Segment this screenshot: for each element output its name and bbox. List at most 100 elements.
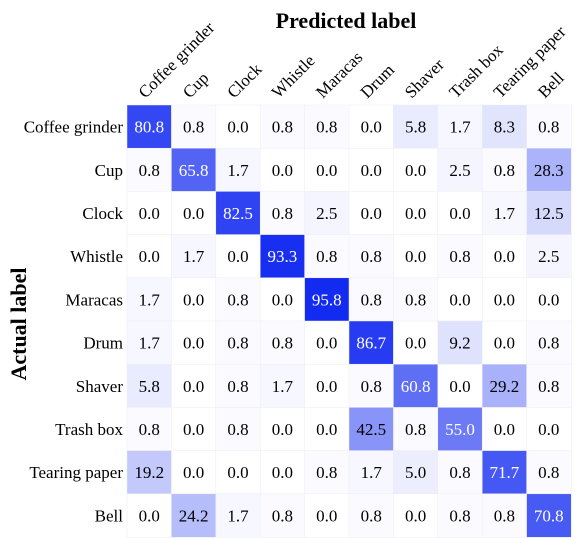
heatmap-cell	[393, 363, 439, 408]
heatmap-cell	[526, 277, 572, 322]
row-tick-label: Trash box	[55, 420, 123, 439]
cell-value-label: 0.0	[405, 204, 426, 223]
column-tick-label: Whistle	[268, 51, 319, 102]
cell-value-label: 0.0	[316, 377, 337, 396]
cell-value-label: 0.0	[494, 334, 515, 353]
heatmap-cell	[481, 191, 528, 236]
cell-value-label: 71.7	[490, 463, 520, 482]
heatmap-cell	[526, 104, 572, 149]
cell-value-label: 1.7	[272, 377, 294, 396]
cell-value-label: 1.7	[361, 463, 383, 482]
heatmap-cell	[481, 363, 528, 408]
cell-value-label: 0.8	[139, 420, 160, 439]
heatmap-cell	[526, 407, 572, 452]
heatmap-cell	[126, 104, 172, 149]
cell-value-label: 82.5	[223, 204, 253, 223]
heatmap-cell	[171, 407, 217, 452]
row-tick-label: Clock	[82, 204, 123, 223]
heatmap-cell	[126, 234, 172, 279]
cell-value-label: 2.5	[538, 247, 559, 266]
cell-value-label: 0.8	[361, 506, 382, 525]
cell-value-label: 0.8	[227, 377, 248, 396]
heatmap-cell	[171, 191, 217, 236]
cell-value-label: 0.0	[405, 334, 426, 353]
heatmap-cell	[481, 320, 528, 365]
cell-value-label: 0.0	[183, 334, 204, 353]
heatmap-cell	[215, 450, 261, 495]
cell-value-label: 5.0	[405, 463, 426, 482]
cell-value-label: 0.0	[272, 420, 293, 439]
column-tick-label: Clock	[223, 59, 266, 102]
heatmap-cell	[259, 104, 306, 149]
heatmap-cell	[215, 407, 261, 452]
cell-value-label: 0.8	[538, 118, 559, 137]
heatmap-cell	[526, 234, 572, 279]
heatmap-cell	[304, 493, 350, 538]
cell-value-label: 0.8	[538, 377, 559, 396]
heatmap-cell	[126, 320, 172, 365]
cell-value-label: 0.0	[361, 161, 382, 180]
cell-value-label: 0.0	[316, 420, 337, 439]
cell-value-label: 2.5	[449, 161, 470, 180]
heatmap-cell	[126, 363, 172, 408]
cell-value-label: 0.0	[139, 506, 160, 525]
cell-value-label: 8.3	[494, 118, 515, 137]
cell-value-label: 5.8	[405, 118, 426, 137]
cell-value-label: 0.0	[272, 463, 293, 482]
cell-value-label: 0.8	[494, 506, 515, 525]
heatmap-cell	[348, 363, 394, 408]
cell-value-label: 1.7	[139, 290, 161, 309]
cell-value-label: 80.8	[134, 118, 164, 137]
cell-value-label: 60.8	[401, 377, 431, 396]
heatmap-cell	[304, 104, 350, 149]
heatmap-cell	[304, 407, 350, 452]
heatmap-cell	[526, 493, 572, 538]
cell-value-label: 0.8	[316, 463, 337, 482]
heatmap-cell	[259, 320, 306, 365]
cell-value-label: 0.8	[361, 290, 382, 309]
cell-value-label: 0.0	[272, 290, 293, 309]
cell-value-label: 2.5	[316, 204, 337, 223]
cell-value-label: 0.0	[227, 463, 248, 482]
heatmap-cell	[304, 191, 350, 236]
row-tick-label: Bell	[95, 506, 124, 525]
cell-value-label: 0.8	[183, 118, 204, 137]
heatmap-cell	[481, 277, 528, 322]
heatmap-cell	[304, 320, 350, 365]
heatmap-cell	[259, 493, 306, 538]
heatmap-cell	[171, 493, 217, 538]
cell-value-label: 0.8	[361, 377, 382, 396]
heatmap-cell	[526, 363, 572, 408]
cell-value-label: 0.8	[272, 334, 293, 353]
cell-value-label: 65.8	[179, 161, 209, 180]
cell-value-label: 0.8	[272, 118, 293, 137]
column-tick-label: Cup	[179, 68, 212, 101]
cell-value-label: 86.7	[356, 334, 386, 353]
heatmap-cell	[526, 191, 572, 236]
cell-value-label: 0.8	[449, 247, 470, 266]
heatmap-cell	[437, 147, 483, 192]
heatmap-cell	[393, 234, 439, 279]
heatmap-cell	[348, 104, 394, 149]
cell-value-label: 0.0	[183, 420, 204, 439]
cell-value-label: 0.8	[361, 247, 382, 266]
cell-value-label: 12.5	[534, 204, 564, 223]
x-axis-title: Predicted label	[276, 8, 417, 33]
heatmap-cell	[437, 363, 483, 408]
cell-value-label: 19.2	[134, 463, 164, 482]
heatmap-cell	[481, 407, 528, 452]
heatmap-cell	[437, 277, 483, 322]
y-axis-title: Actual label	[6, 267, 31, 380]
cell-value-label: 0.0	[449, 204, 470, 223]
heatmap-cell	[348, 407, 394, 452]
cell-value-label: 0.8	[494, 161, 515, 180]
cell-value-label: 1.7	[227, 161, 249, 180]
heatmap-cell	[348, 277, 394, 322]
row-tick-label: Maracas	[65, 290, 123, 309]
cell-value-label: 0.0	[316, 334, 337, 353]
cell-value-label: 0.8	[227, 334, 248, 353]
heatmap-cell	[393, 191, 439, 236]
cell-value-label: 0.0	[494, 290, 515, 309]
heatmap-cell	[171, 450, 217, 495]
heatmap-cell	[126, 493, 172, 538]
